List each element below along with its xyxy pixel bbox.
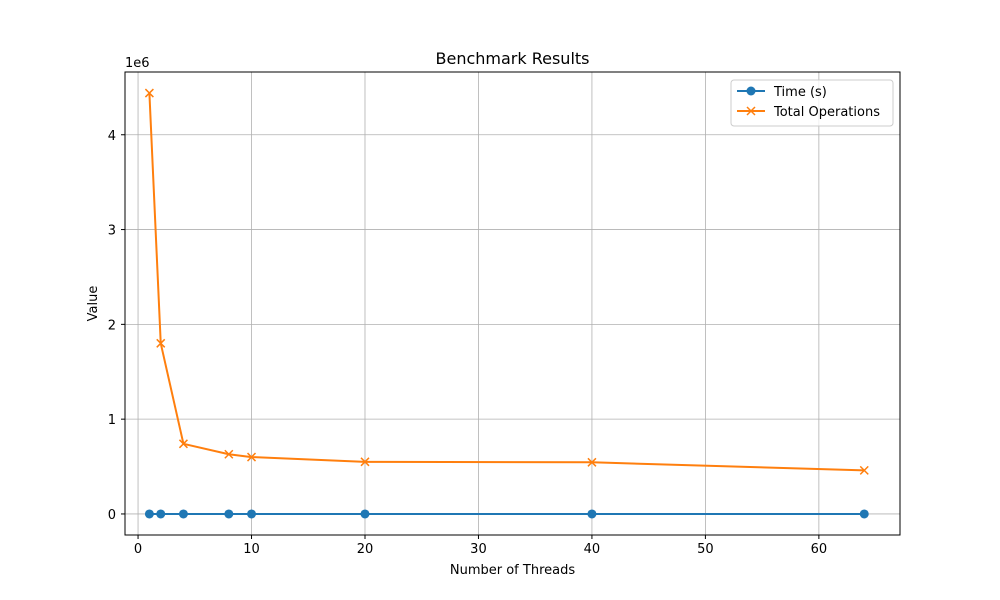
y-axis-offset-label: 1e6	[125, 56, 150, 71]
series-line-total-operations	[148, 93, 865, 472]
y-tick-label: 1	[108, 413, 116, 428]
legend-label-total-operations: Total Operations	[773, 105, 880, 120]
x-tick-label: 10	[243, 542, 260, 557]
x-axis-label: Number of Threads	[450, 563, 575, 578]
data-point-total-operations	[178, 439, 188, 449]
plot-frame	[124, 71, 901, 536]
x-tick-label: 0	[134, 542, 142, 557]
data-point-total-operations	[156, 338, 166, 348]
legend-label-time: Time (s)	[773, 85, 827, 100]
y-tick-label: 3	[108, 224, 116, 239]
data-point-time-s	[224, 509, 234, 519]
legend-entry-total-operations: Total Operations	[737, 105, 880, 120]
y-tick-label: 2	[108, 318, 116, 333]
data-point-time-s	[587, 509, 597, 519]
y-tick-label: 4	[108, 129, 116, 144]
axis-ticks: 0 10 20 30 40 50 60 0 1 2 3 4	[108, 129, 827, 557]
data-point-time-s	[247, 509, 257, 519]
y-axis-label: Value	[86, 286, 101, 322]
x-tick-label: 60	[811, 542, 828, 557]
x-tick-label: 20	[357, 542, 374, 557]
x-tick-label: 40	[584, 542, 601, 557]
data-point-time-s	[144, 509, 154, 519]
legend-marker-time	[746, 86, 756, 96]
data-point-time-s	[360, 509, 370, 519]
plot-series	[144, 88, 869, 519]
data-point-total-operations	[360, 457, 370, 467]
x-tick-label: 30	[470, 542, 487, 557]
data-point-total-operations	[859, 465, 869, 475]
data-point-total-operations	[587, 457, 597, 467]
legend-box	[730, 79, 894, 127]
data-point-total-operations	[144, 88, 154, 98]
data-point-time-s	[156, 509, 166, 519]
series-total-operations	[144, 88, 869, 475]
data-point-total-operations	[224, 449, 234, 459]
series-time-s	[144, 509, 869, 519]
data-point-time-s	[178, 509, 188, 519]
chart-title: Benchmark Results	[436, 49, 590, 68]
legend-entry-time: Time (s)	[737, 85, 827, 100]
y-tick-label: 0	[108, 508, 116, 523]
legend-marker-total-operations	[746, 106, 756, 116]
data-point-total-operations	[246, 452, 257, 462]
data-point-time-s	[859, 509, 869, 519]
legend: Time (s) Total Operations	[730, 79, 894, 127]
x-tick-label: 50	[697, 542, 714, 557]
